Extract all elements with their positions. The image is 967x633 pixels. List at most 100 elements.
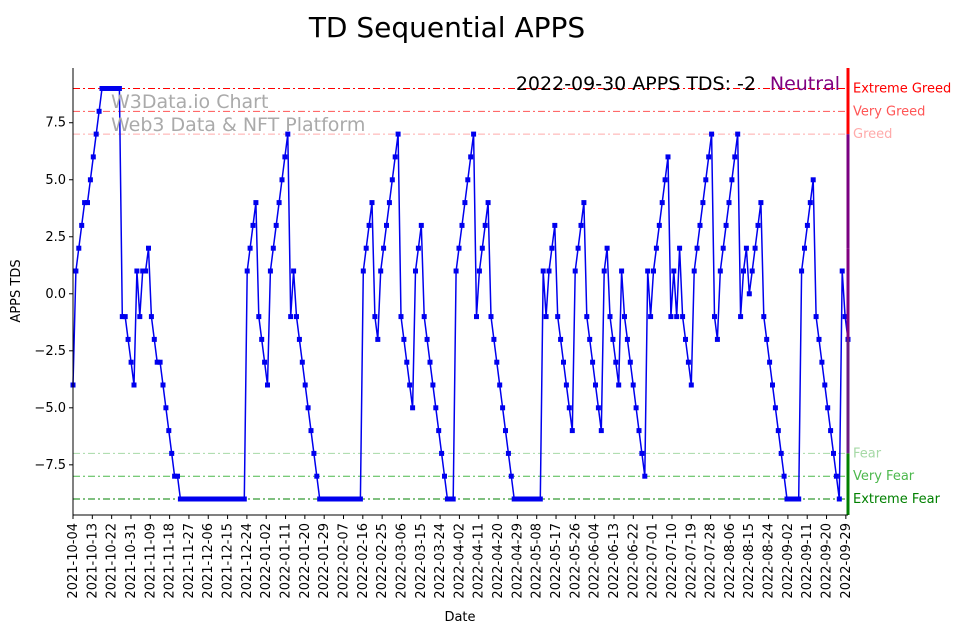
data-point [218, 496, 224, 502]
x-tick-label: 2022-09-11 [800, 523, 815, 599]
data-point [267, 268, 273, 274]
data-point [593, 382, 598, 388]
data-point [671, 268, 677, 274]
data-point [317, 496, 323, 502]
data-point [111, 86, 117, 91]
data-point [270, 245, 276, 251]
x-tick-label: 2022-04-29 [510, 523, 525, 599]
level-label: Very Greed [853, 104, 925, 119]
data-point [76, 245, 82, 251]
x-tick-label: 2022-08-24 [762, 523, 777, 599]
data-point [781, 473, 787, 479]
data-point [282, 154, 288, 160]
x-tick-label: 2022-07-19 [684, 523, 699, 599]
x-tick-label: 2021-11-18 [163, 523, 178, 599]
data-point [627, 359, 633, 365]
data-point [552, 222, 558, 228]
y-tick-label: −7.5 [34, 458, 66, 473]
x-tick-label: 2022-07-10 [665, 523, 680, 599]
data-point [462, 200, 468, 206]
data-point [346, 496, 352, 502]
data-point [273, 222, 279, 228]
x-tick-label: 2022-05-17 [549, 523, 564, 599]
x-tick-label: 2022-03-06 [394, 523, 409, 599]
data-point [172, 473, 178, 479]
data-point [314, 473, 320, 479]
data-point [108, 86, 114, 91]
data-point [767, 359, 773, 365]
data-point [204, 496, 209, 502]
data-point [720, 245, 726, 251]
data-point [735, 131, 741, 137]
x-tick-label: 2022-02-25 [375, 523, 390, 599]
data-point [413, 268, 418, 274]
data-point [154, 359, 160, 365]
watermark-line-2: Web3 Data & NFT Platform [111, 114, 365, 136]
data-point [677, 245, 683, 251]
data-point [831, 450, 836, 456]
data-point [105, 86, 111, 91]
data-point [738, 314, 744, 320]
x-tick-label: 2022-06-13 [607, 523, 622, 599]
data-point [444, 496, 450, 502]
data-point [192, 496, 198, 502]
data-point [148, 314, 154, 320]
data-point [534, 496, 540, 502]
data-point [639, 450, 645, 456]
data-point [366, 222, 372, 228]
data-point [308, 428, 314, 434]
data-point [828, 428, 834, 434]
data-point [697, 222, 703, 228]
data-point [157, 359, 163, 365]
data-point [186, 496, 192, 502]
data-point [653, 245, 659, 251]
x-tick-label: 2022-04-11 [472, 523, 487, 599]
data-point [703, 177, 709, 183]
data-point [418, 222, 424, 228]
data-point [517, 496, 523, 502]
data-point [578, 222, 584, 228]
data-point [235, 496, 241, 502]
data-point [810, 177, 816, 183]
x-tick-label: 2021-12-06 [201, 523, 216, 599]
data-point [401, 336, 407, 342]
data-point [134, 268, 140, 274]
data-point [804, 222, 810, 228]
data-point [85, 200, 90, 206]
data-point [352, 496, 358, 502]
data-point [180, 496, 186, 502]
data-point [651, 268, 656, 274]
data-point [604, 245, 610, 251]
data-point [474, 314, 479, 320]
data-point [793, 496, 799, 502]
data-point [122, 314, 128, 320]
y-axis-label: APPS TDS [9, 259, 24, 322]
data-point [384, 222, 389, 228]
x-tick-label: 2022-03-15 [414, 523, 429, 599]
data-point [540, 268, 546, 274]
data-point [189, 496, 195, 502]
data-point [398, 314, 404, 320]
x-tick-label: 2022-02-16 [356, 523, 371, 599]
data-point [595, 405, 601, 411]
data-point [160, 382, 166, 388]
data-point [758, 200, 764, 206]
data-point [787, 496, 793, 502]
data-point [825, 405, 831, 411]
x-tick-label: 2021-11-09 [143, 523, 158, 599]
data-point [447, 496, 453, 502]
data-point [215, 496, 221, 502]
data-point [386, 200, 392, 206]
data-point [642, 473, 648, 479]
data-point [392, 154, 398, 160]
data-point [479, 245, 485, 251]
series-line-layer [70, 86, 851, 502]
data-point [683, 336, 688, 342]
data-point [299, 359, 305, 365]
data-point [706, 154, 712, 160]
data-point [656, 222, 662, 228]
data-point [566, 405, 572, 411]
data-point [465, 177, 471, 183]
data-point [813, 314, 819, 320]
